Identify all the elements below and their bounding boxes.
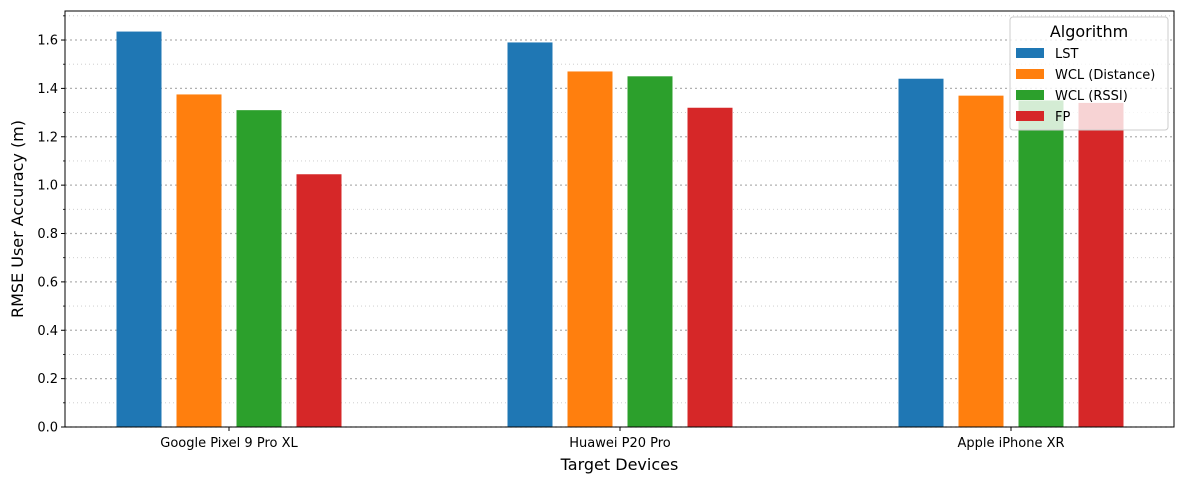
y-axis-ticks: 0.0 0.2 0.4 0.6 0.8 1.0 1.2 1.4 1.6 xyxy=(37,15,65,436)
bar xyxy=(567,71,613,427)
legend-label: WCL (Distance) xyxy=(1055,68,1155,83)
legend-label: LST xyxy=(1055,47,1078,62)
bar xyxy=(176,94,222,427)
x-tick-label: Apple iPhone XR xyxy=(957,436,1064,451)
bar xyxy=(507,42,553,427)
bar xyxy=(627,76,673,428)
bars xyxy=(116,31,1124,428)
y-tick-label: 0.0 xyxy=(37,421,58,436)
bar xyxy=(1018,100,1064,427)
x-axis-label: Target Devices xyxy=(560,455,679,474)
legend-items: LST WCL (Distance) WCL (RSSI) FP xyxy=(1016,47,1155,125)
legend-box xyxy=(1009,16,1169,131)
bar xyxy=(236,110,282,428)
plot-area-frame xyxy=(64,10,1175,428)
y-tick-label: 1.6 xyxy=(37,34,58,49)
bar xyxy=(687,107,733,427)
y-tick-label: 0.8 xyxy=(37,227,58,242)
y-tick-label: 1.4 xyxy=(37,82,58,97)
bar xyxy=(958,95,1004,428)
legend-label: FP xyxy=(1055,110,1070,125)
x-tick-label: Google Pixel 9 Pro XL xyxy=(160,436,298,451)
legend-label: WCL (RSSI) xyxy=(1055,89,1128,104)
legend-swatch xyxy=(1016,111,1044,121)
bar xyxy=(296,174,342,427)
x-axis-ticks: Google Pixel 9 Pro XL Huawei P20 Pro Apple… xyxy=(160,427,1065,451)
legend-swatch xyxy=(1016,90,1044,100)
gridlines xyxy=(65,15,1174,428)
bar xyxy=(1078,102,1124,427)
bar xyxy=(116,31,162,428)
legend: Algorithm LST WCL (Distance) WCL (RSSI) FP xyxy=(1009,16,1169,131)
y-axis-label: RMSE User Accuracy (m) xyxy=(8,120,27,318)
legend-swatch xyxy=(1016,48,1044,58)
y-tick-label: 0.6 xyxy=(37,275,58,290)
y-tick-label: 0.4 xyxy=(37,324,58,339)
y-tick-label: 1.2 xyxy=(37,130,58,145)
bar xyxy=(898,78,944,427)
y-tick-label: 0.2 xyxy=(37,372,58,387)
y-tick-label: 1.0 xyxy=(37,179,58,194)
x-tick-label: Huawei P20 Pro xyxy=(569,436,671,451)
legend-title: Algorithm xyxy=(1050,22,1128,41)
legend-swatch xyxy=(1016,69,1044,79)
